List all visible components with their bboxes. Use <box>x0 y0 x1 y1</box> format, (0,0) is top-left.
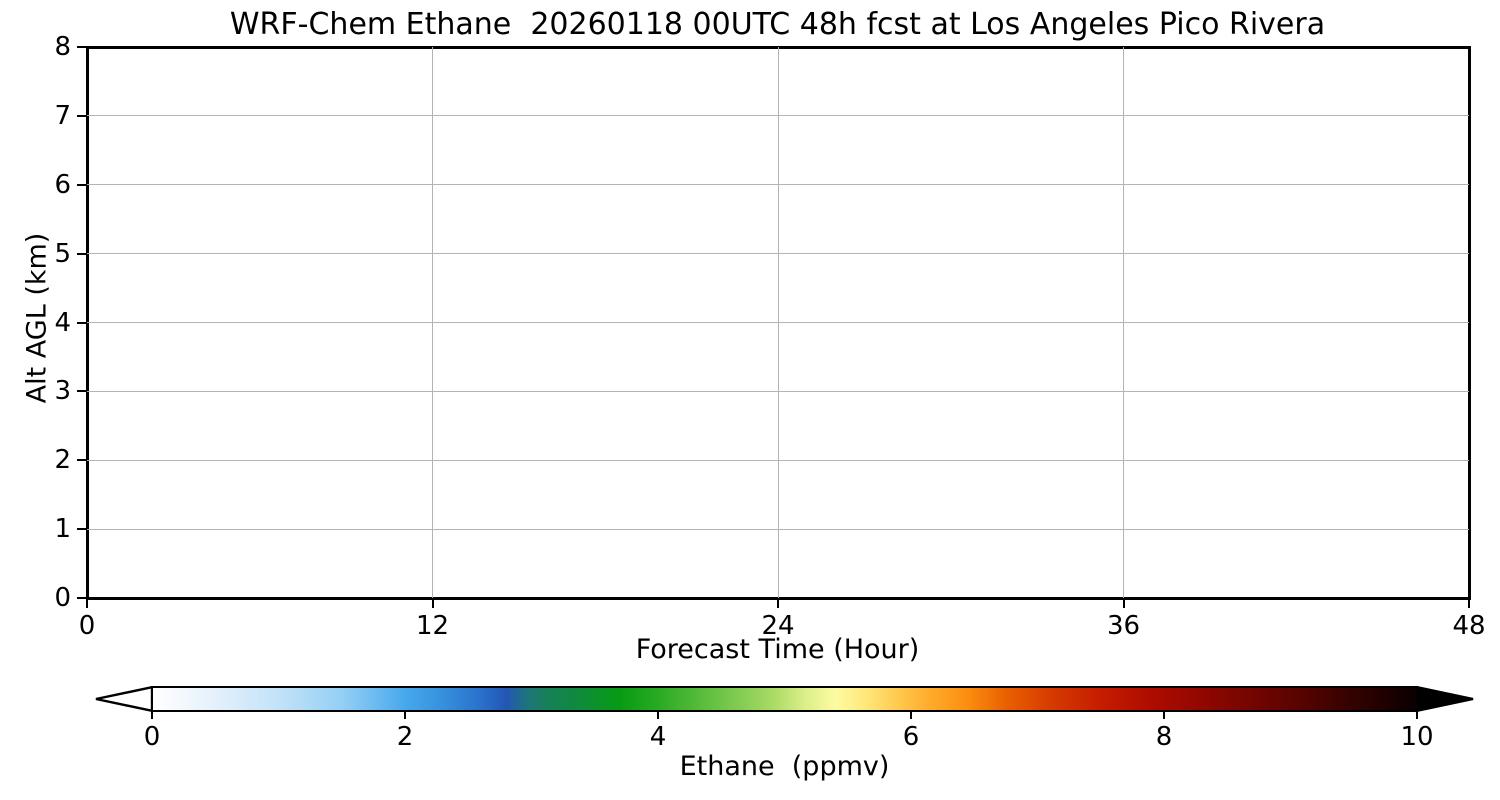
y-tick-label: 1 <box>54 514 71 545</box>
colorbar-tick-label: 0 <box>143 722 161 752</box>
y-gridline <box>87 459 1469 461</box>
colorbar-tick-mark <box>910 711 912 719</box>
colorbar-tick-label: 4 <box>649 722 667 752</box>
y-tick-mark <box>77 252 86 255</box>
x-tick-label: 48 <box>1452 611 1486 641</box>
colorbar-tick-label: 8 <box>1155 722 1173 752</box>
colorbar-tick-mark <box>151 711 153 719</box>
y-tick-label: 7 <box>54 100 71 131</box>
x-tick-mark <box>1122 600 1125 608</box>
y-tick-label: 3 <box>54 376 71 407</box>
y-tick-label: 4 <box>54 307 71 338</box>
colorbar-bar <box>151 686 1418 712</box>
y-gridline <box>87 115 1469 117</box>
chart-title: WRF-Chem Ethane 20260118 00UTC 48h fcst … <box>229 7 1326 42</box>
x-tick-label: 12 <box>415 611 450 641</box>
y-gridline <box>87 528 1469 530</box>
y-tick-label: 5 <box>54 238 71 269</box>
colorbar-label: Ethane (ppmv) <box>679 751 890 782</box>
y-gridline <box>87 322 1469 323</box>
x-axis-label: Forecast Time (Hour) <box>635 634 920 665</box>
colorbar-tick-label: 6 <box>902 722 920 752</box>
y-gridline <box>87 253 1469 255</box>
colorbar-tick-label: 10 <box>1400 722 1434 752</box>
y-tick-label: 0 <box>54 583 71 613</box>
y-tick-mark <box>77 321 86 324</box>
x-tick-label: 0 <box>78 611 96 641</box>
y-tick-label: 6 <box>54 169 71 200</box>
y-tick-mark <box>77 114 86 117</box>
colorbar-tick-mark <box>657 711 659 719</box>
colorbar-tick-label: 2 <box>396 722 414 752</box>
y-tick-mark <box>77 597 86 599</box>
colorbar-extend-min-arrow-icon <box>95 686 153 712</box>
x-tick-label: 24 <box>761 611 795 641</box>
colorbar-extend-max-arrow-icon <box>1416 686 1474 712</box>
y-tick-mark <box>77 46 86 48</box>
y-tick-mark <box>77 183 86 186</box>
y-gridline <box>87 390 1469 392</box>
x-tick-mark <box>777 600 779 608</box>
x-tick-mark <box>1468 600 1470 608</box>
colorbar-tick-mark <box>1416 711 1418 719</box>
x-tick-mark <box>431 600 434 608</box>
y-gridline <box>87 184 1469 186</box>
y-tick-label: 8 <box>54 32 71 62</box>
colorbar-tick-mark <box>404 711 406 719</box>
y-tick-label: 2 <box>54 445 71 476</box>
x-tick-mark <box>86 600 88 608</box>
y-tick-mark <box>77 528 86 531</box>
y-tick-mark <box>77 390 86 393</box>
colorbar-tick-mark <box>1163 711 1165 719</box>
x-tick-label: 36 <box>1106 611 1141 641</box>
y-tick-mark <box>77 459 86 462</box>
